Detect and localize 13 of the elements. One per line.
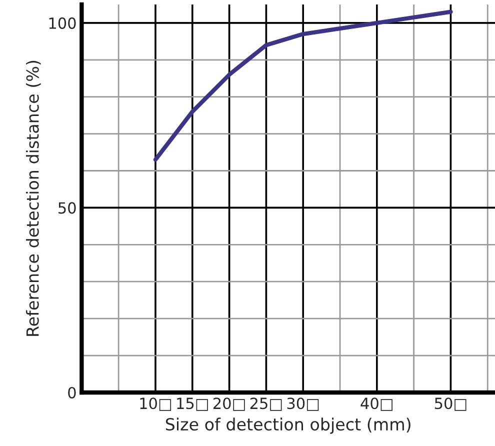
x-tick-label: 20□: [213, 398, 245, 411]
y-tick-label: 50: [58, 202, 76, 214]
y-tick-label: 0: [68, 386, 76, 398]
y-tick-label: 100: [49, 17, 76, 29]
x-axis-title: Size of detection object (mm): [166, 418, 410, 434]
line-series: [153, 10, 453, 162]
x-tick-label: 40□: [360, 398, 392, 411]
x-tick-label: 50□: [434, 398, 466, 411]
x-tick-label: 25□: [250, 398, 282, 411]
x-tick-label: 15□: [177, 398, 208, 411]
y-axis-title: Reference detection distance (%): [26, 60, 41, 336]
x-tick-label: 10□: [140, 398, 172, 411]
x-tick-label: 30□: [287, 398, 319, 411]
